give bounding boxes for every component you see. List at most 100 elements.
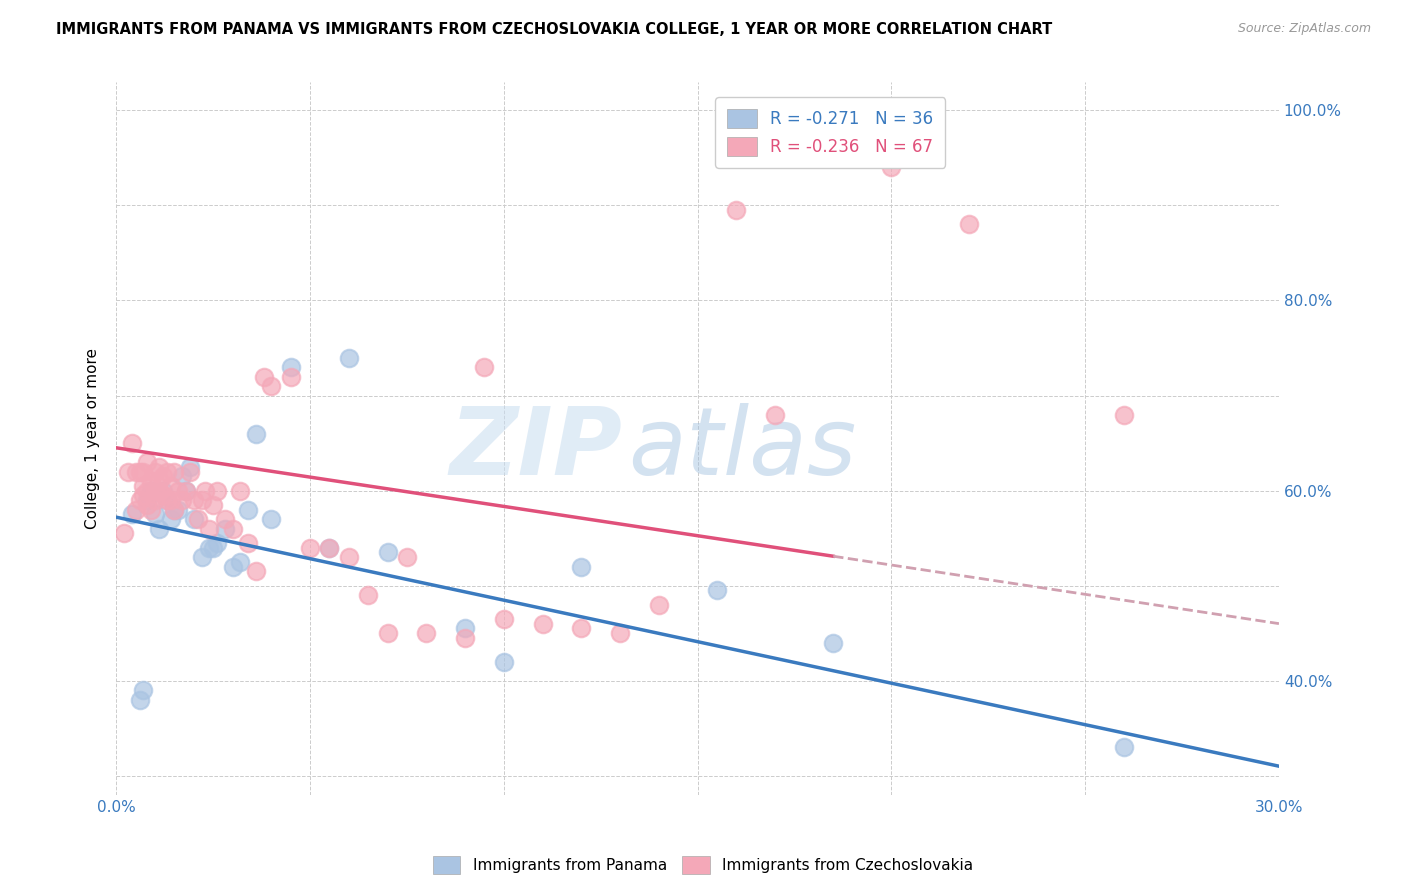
Point (156, 465, 179, 479)
Point (763, 408, 786, 422)
Point (128, 493, 150, 508)
Point (163, 465, 186, 479)
Point (152, 488, 174, 502)
Point (159, 479, 181, 493)
Point (205, 536, 228, 550)
Point (128, 465, 150, 479)
Point (163, 502, 186, 516)
Point (492, 612, 515, 626)
Point (725, 203, 748, 218)
Text: ZIP: ZIP (449, 403, 621, 495)
Point (148, 474, 170, 488)
Point (252, 369, 274, 384)
Point (121, 508, 143, 522)
Point (198, 522, 221, 536)
Point (337, 550, 360, 565)
Point (121, 436, 143, 450)
Point (159, 493, 181, 508)
Legend: Immigrants from Panama, Immigrants from Czechoslovakia: Immigrants from Panama, Immigrants from … (427, 850, 979, 880)
Point (156, 493, 179, 508)
Point (245, 426, 267, 441)
Point (124, 502, 146, 516)
Point (187, 512, 209, 526)
Point (823, 635, 845, 649)
Point (198, 541, 221, 555)
Point (377, 626, 399, 640)
Point (280, 359, 302, 374)
Y-axis label: College, 1 year or more: College, 1 year or more (86, 348, 100, 529)
Text: Source: ZipAtlas.com: Source: ZipAtlas.com (1237, 22, 1371, 36)
Point (156, 493, 179, 508)
Point (229, 555, 252, 569)
Point (179, 459, 201, 474)
Point (141, 483, 163, 498)
Point (531, 616, 554, 631)
Point (148, 522, 170, 536)
Point (152, 483, 174, 498)
Point (143, 465, 166, 479)
Text: atlas: atlas (628, 403, 856, 494)
Legend: R = -0.271   N = 36, R = -0.236   N = 67: R = -0.271 N = 36, R = -0.236 N = 67 (716, 97, 945, 168)
Point (152, 469, 174, 483)
Point (136, 493, 159, 508)
Point (318, 541, 340, 555)
Point (141, 502, 163, 516)
Point (609, 626, 631, 640)
Point (141, 474, 163, 488)
Point (190, 493, 212, 508)
Point (172, 493, 194, 508)
Point (194, 483, 217, 498)
Point (183, 512, 205, 526)
Point (377, 545, 399, 559)
Point (1112, 740, 1135, 755)
Point (1112, 408, 1135, 422)
Point (214, 512, 236, 526)
Point (474, 359, 496, 374)
Point (280, 369, 302, 384)
Point (260, 379, 283, 393)
Point (221, 559, 243, 574)
Point (167, 502, 190, 516)
Point (124, 465, 146, 479)
Point (957, 218, 980, 232)
Point (202, 541, 225, 555)
Point (148, 483, 170, 498)
Point (112, 526, 135, 541)
Point (136, 483, 159, 498)
Point (202, 498, 225, 512)
Point (648, 598, 671, 612)
Point (132, 479, 155, 493)
Point (132, 465, 155, 479)
Point (492, 655, 515, 669)
Point (236, 502, 259, 516)
Point (221, 522, 243, 536)
Point (132, 683, 155, 698)
Point (174, 483, 197, 498)
Point (136, 455, 159, 469)
Point (183, 493, 205, 508)
Point (454, 621, 477, 635)
Point (318, 541, 340, 555)
Point (190, 550, 212, 565)
Point (299, 541, 322, 555)
Point (880, 161, 903, 175)
Text: IMMIGRANTS FROM PANAMA VS IMMIGRANTS FROM CZECHOSLOVAKIA COLLEGE, 1 YEAR OR MORE: IMMIGRANTS FROM PANAMA VS IMMIGRANTS FRO… (56, 22, 1053, 37)
Point (179, 465, 201, 479)
Point (454, 631, 477, 645)
Point (143, 493, 166, 508)
Point (132, 488, 155, 502)
Point (143, 508, 166, 522)
Point (167, 483, 190, 498)
Point (229, 483, 252, 498)
Point (143, 483, 166, 498)
Point (236, 536, 259, 550)
Point (357, 588, 380, 602)
Point (415, 626, 437, 640)
Point (117, 465, 139, 479)
Point (260, 512, 283, 526)
Point (128, 692, 150, 706)
Point (569, 559, 592, 574)
Point (172, 469, 194, 483)
Point (395, 550, 418, 565)
Point (148, 459, 170, 474)
